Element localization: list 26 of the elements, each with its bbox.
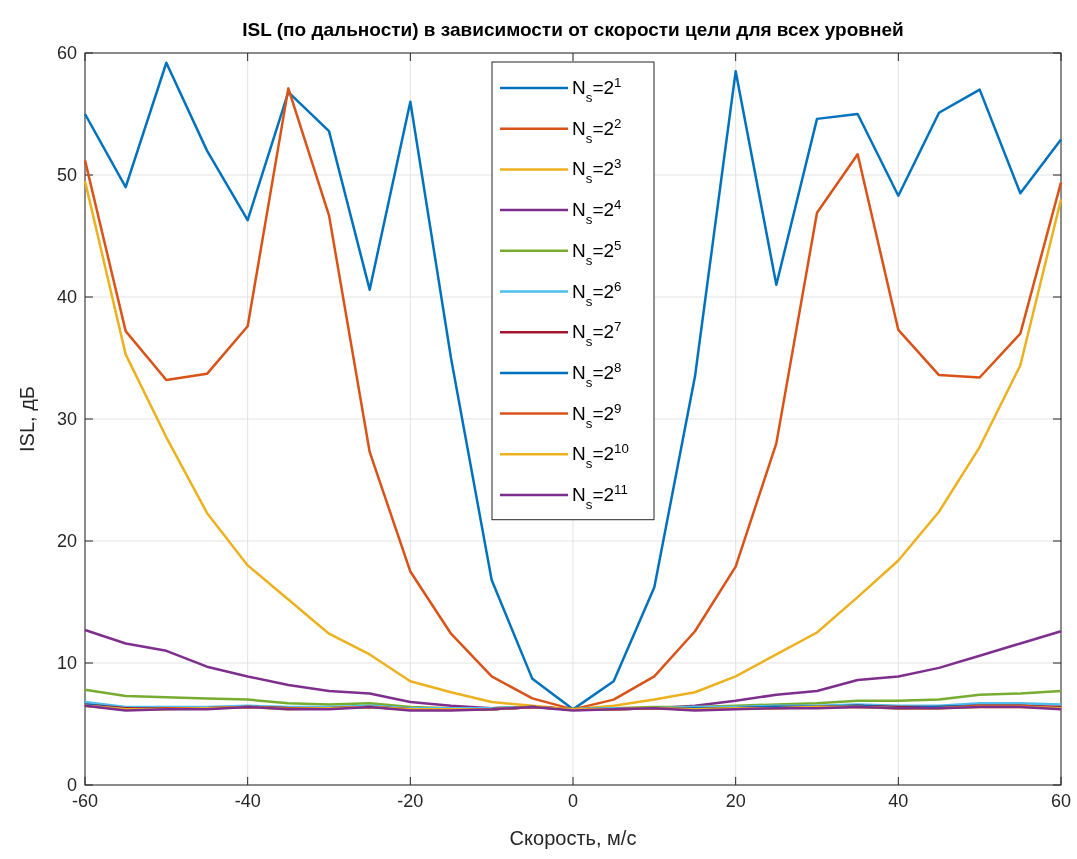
legend-label: N$_{s}$=2$^{11}$ (572, 481, 628, 512)
y-axis-title: ISL, дБ (16, 386, 38, 452)
legend-label: N$_{s}$=2$^{9}$ (572, 400, 622, 431)
x-axis-title: Скорость, м/с (509, 827, 637, 849)
legend-label: N$_{s}$=2$^{2}$ (572, 115, 622, 146)
y-tick-label: 30 (56, 409, 77, 429)
legend-label: N$_{s}$=2$^{3}$ (572, 155, 622, 186)
y-tick-label: 40 (56, 287, 77, 307)
x-tick-label: 0 (567, 791, 579, 811)
y-tick-label: 10 (56, 653, 77, 673)
legend-label: N$_{s}$=2$^{5}$ (572, 237, 622, 268)
x-tick-label: 20 (725, 791, 746, 811)
x-tick-label: -40 (234, 791, 261, 811)
legend-label: N$_{s}$=2$^{6}$ (572, 278, 622, 308)
chart-title: ISL (по дальности) в зависимости от скорости цели для всех уровней (242, 19, 904, 40)
x-tick-label: 40 (888, 791, 909, 811)
x-tick-label: -20 (397, 791, 424, 811)
legend-label: N$_{s}$=2$^{1}$ (572, 74, 622, 105)
x-tick-label: 60 (1050, 791, 1072, 811)
legend-label: N$_{s}$=2$^{4}$ (572, 196, 622, 227)
legend-label: N$_{s}$=2$^{8}$ (572, 359, 622, 390)
legend-label: N$_{s}$=2$^{7}$ (572, 318, 622, 349)
legend-label: N$_{s}$=2$^{10}$ (572, 440, 629, 471)
y-tick-label: 20 (56, 531, 77, 551)
y-tick-label: 60 (56, 43, 77, 63)
y-tick-label: 50 (56, 165, 77, 185)
